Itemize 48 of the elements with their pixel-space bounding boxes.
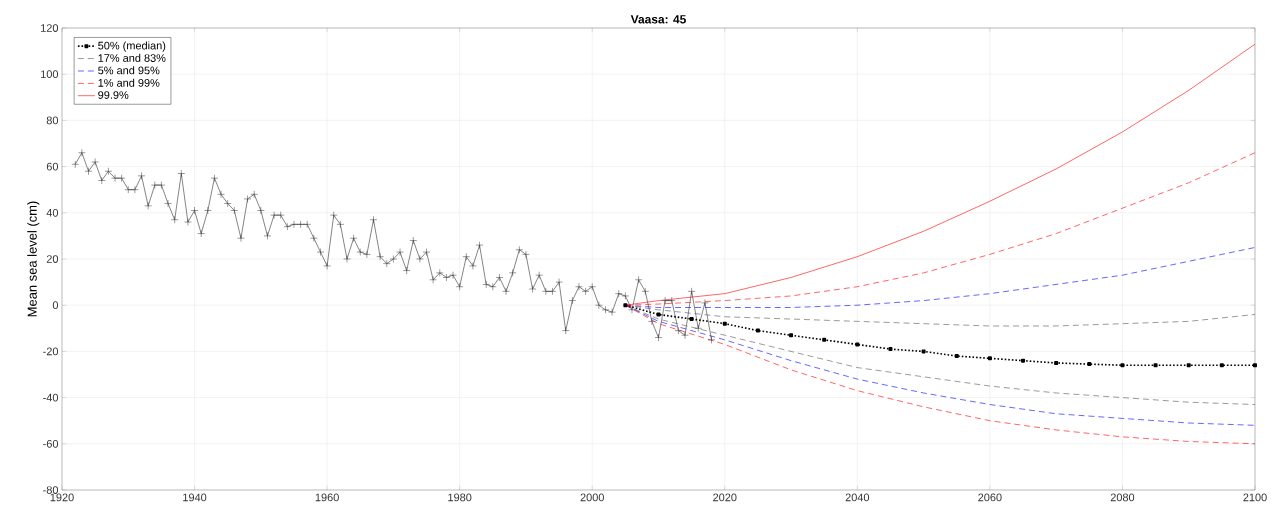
point xyxy=(1054,360,1059,365)
point xyxy=(623,303,628,308)
x-tick-label: 1920 xyxy=(50,493,74,502)
point xyxy=(855,342,860,347)
y-tick-label: -60 xyxy=(43,439,59,448)
y-tick-label: -80 xyxy=(43,486,59,494)
y-tick-label: 60 xyxy=(46,162,59,171)
legend-label: 1% and 99% xyxy=(98,78,160,87)
y-tick-label: 120 xyxy=(41,24,59,32)
point xyxy=(1153,363,1158,368)
y-tick-label: 0 xyxy=(52,301,59,310)
y-axis-title: Mean sea level (cm) xyxy=(27,201,40,317)
x-tick-label: 2040 xyxy=(845,493,870,502)
y-tick-label: -20 xyxy=(43,347,59,356)
point xyxy=(755,328,760,333)
point xyxy=(888,347,893,352)
point xyxy=(689,317,694,322)
point xyxy=(1021,358,1026,363)
y-tick-label: -40 xyxy=(43,393,59,402)
chart-title: Vaasa: 45 xyxy=(630,15,686,24)
x-tick-label: 2000 xyxy=(580,493,604,502)
x-tick-label: 1980 xyxy=(448,493,472,502)
point xyxy=(954,354,959,359)
x-tick-label: 2100 xyxy=(1243,493,1267,502)
point xyxy=(1186,363,1191,368)
x-tick-label: 2080 xyxy=(1110,493,1135,502)
point xyxy=(1087,362,1092,367)
point xyxy=(722,321,727,326)
point xyxy=(1120,363,1125,368)
point xyxy=(987,356,992,361)
point xyxy=(822,337,827,342)
point xyxy=(1253,363,1257,368)
point xyxy=(789,333,794,338)
y-tick-label: 80 xyxy=(46,116,59,125)
legend-label: 99.9% xyxy=(98,91,129,99)
y-tick-label: 20 xyxy=(46,255,59,263)
y-tick-label: 40 xyxy=(46,208,59,217)
x-tick-label: 1940 xyxy=(183,493,207,502)
point xyxy=(1219,363,1224,368)
x-tick-label: 2060 xyxy=(978,493,1002,502)
x-tick-label: 1960 xyxy=(315,493,339,502)
legend-label: 17% and 83% xyxy=(98,53,166,62)
point xyxy=(921,349,926,354)
y-tick-label: 100 xyxy=(41,70,59,79)
legend-label: 50% (median) xyxy=(98,41,166,52)
legend-label: 5% and 95% xyxy=(98,66,160,75)
x-tick-label: 2020 xyxy=(713,493,737,502)
point xyxy=(656,312,661,317)
